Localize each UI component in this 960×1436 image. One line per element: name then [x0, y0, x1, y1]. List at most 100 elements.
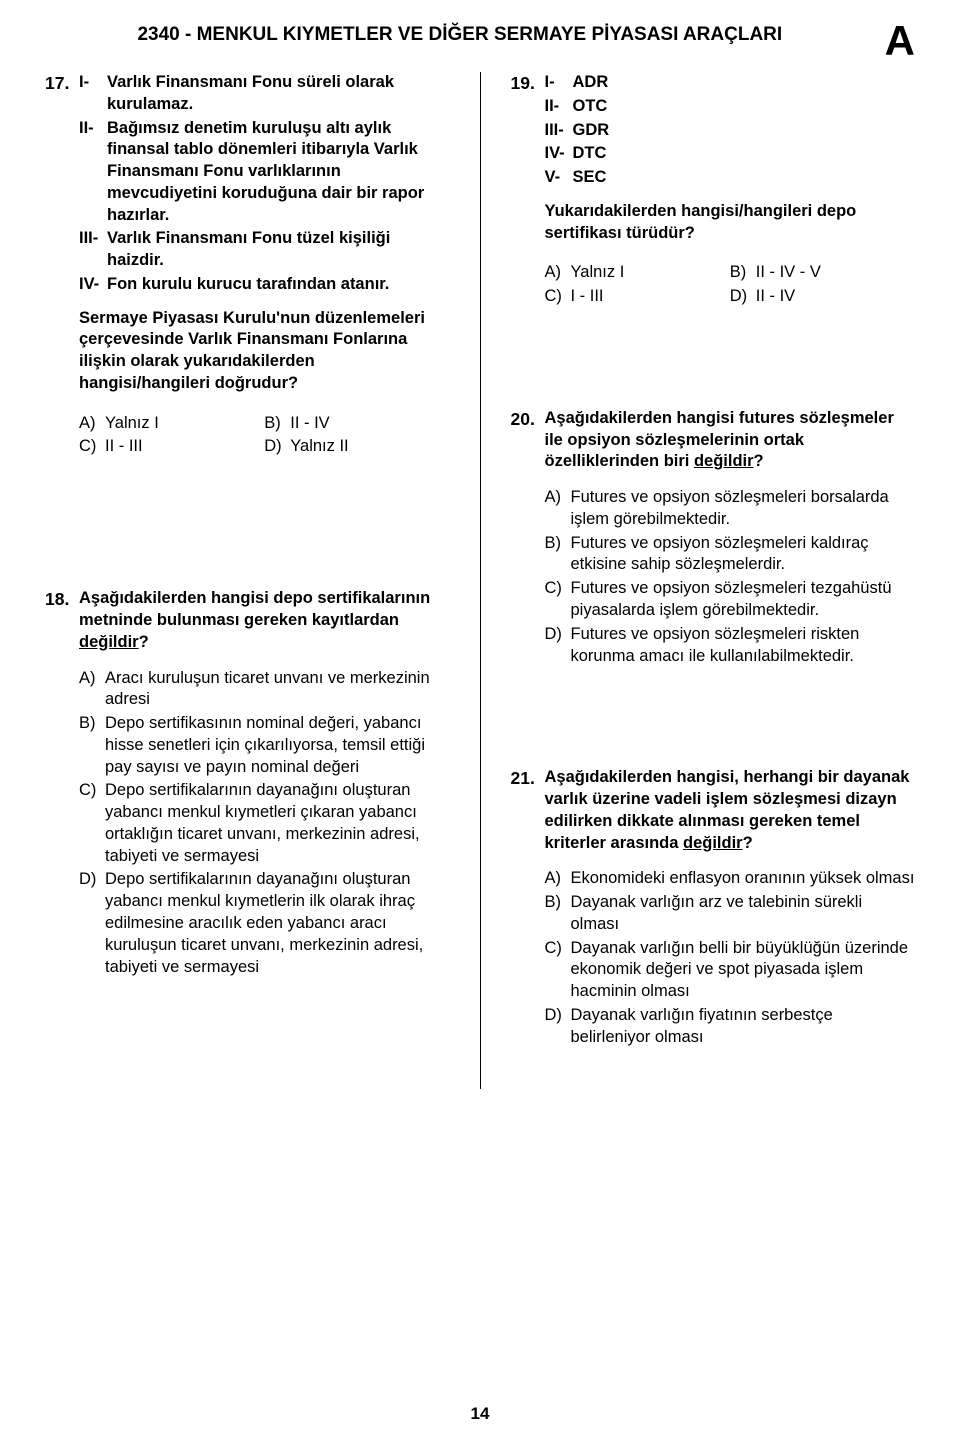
q21-prompt: Aşağıdakilerden hangisi, herhangi bir da…	[545, 767, 916, 854]
q20-od-text: Futures ve opsiyon sözleşmeleri riskten …	[571, 624, 916, 668]
q20-number: 20.	[511, 408, 545, 669]
q20-option-b: B)Futures ve opsiyon sözleşmeleri kaldır…	[545, 533, 916, 577]
q20-option-a: A)Futures ve opsiyon sözleşmeleri borsal…	[545, 487, 916, 531]
spacer	[45, 498, 450, 588]
q17-number: 17.	[45, 72, 79, 460]
q21-prompt-post: ?	[743, 834, 753, 852]
q20-ob-label: B)	[545, 533, 571, 577]
q19-s3-text: GDR	[573, 120, 916, 142]
q18-od-label: D)	[79, 869, 105, 978]
q21-option-a: A)Ekonomideki enflasyon oranının yüksek …	[545, 868, 916, 890]
q21-oc-label: C)	[545, 938, 571, 1003]
q19-option-b: B)II - IV - V	[730, 262, 915, 284]
q21-ob-text: Dayanak varlığın arz ve talebinin sürekl…	[571, 892, 916, 936]
q20-option-d: D)Futures ve opsiyon sözleşmeleri riskte…	[545, 624, 916, 668]
q17-ob-text: II - IV	[290, 413, 449, 435]
spacer	[511, 348, 916, 408]
q19-oa-label: A)	[545, 262, 571, 284]
q21-od-label: D)	[545, 1005, 571, 1049]
q21-option-c: C)Dayanak varlığın belli bir büyüklüğün …	[545, 938, 916, 1003]
q21-prompt-underline: değildir	[683, 834, 743, 852]
q19-option-c: C)I - III	[545, 286, 730, 308]
q17-oc-label: C)	[79, 436, 105, 458]
q18-prompt-pre: Aşağıdakilerden hangisi depo sertifikala…	[79, 589, 430, 629]
q17-s1-text: Varlık Finansmanı Fonu süreli olarak kur…	[107, 72, 450, 116]
q17-option-c: C) II - III	[79, 436, 264, 458]
q17-oc-text: II - III	[105, 436, 264, 458]
q18-od-text: Depo sertifikalarının dayanağını oluştur…	[105, 869, 450, 978]
q20-ob-text: Futures ve opsiyon sözleşmeleri kaldıraç…	[571, 533, 916, 577]
q17-oa-text: Yalnız I	[105, 413, 264, 435]
q18-oc-label: C)	[79, 780, 105, 867]
q19-oc-label: C)	[545, 286, 571, 308]
q19-s1-text: ADR	[573, 72, 916, 94]
q17-option-d: D) Yalnız II	[264, 436, 449, 458]
q21-oa-label: A)	[545, 868, 571, 890]
q19-s1-label: I-	[545, 72, 573, 94]
q18-oc-text: Depo sertifikalarının dayanağını oluştur…	[105, 780, 450, 867]
q20-prompt-post: ?	[754, 452, 764, 470]
q18-option-a: A) Aracı kuruluşun ticaret unvanı ve mer…	[79, 668, 450, 712]
q17-od-label: D)	[264, 436, 290, 458]
q18-oa-label: A)	[79, 668, 105, 712]
q17-option-a: A) Yalnız I	[79, 413, 264, 435]
q17-s2-label: II-	[79, 118, 107, 227]
q19-od-label: D)	[730, 286, 756, 308]
q17-s4-label: IV-	[79, 274, 107, 296]
q20-od-label: D)	[545, 624, 571, 668]
q19-option-d: D)II - IV	[730, 286, 915, 308]
q20-oc-text: Futures ve opsiyon sözleşmeleri tezgahüs…	[571, 578, 916, 622]
q21-oc-text: Dayanak varlığın belli bir büyüklüğün üz…	[571, 938, 916, 1003]
q19-ob-text: II - IV - V	[756, 262, 915, 284]
q18-prompt-post: ?	[139, 633, 149, 651]
q21-oa-text: Ekonomideki enflasyon oranının yüksek ol…	[571, 868, 916, 890]
q20-prompt-underline: değildir	[694, 452, 754, 470]
q18-option-c: C) Depo sertifikalarının dayanağını oluş…	[79, 780, 450, 867]
q17-option-b: B) II - IV	[264, 413, 449, 435]
q19-s2-label: II-	[545, 96, 573, 118]
q19-s2-text: OTC	[573, 96, 916, 118]
question-19: 19. I-ADR II-OTC III-GDR IV-DTC V-SEC Yu…	[511, 72, 916, 310]
q17-s4-text: Fon kurulu kurucu tarafından atanır.	[107, 274, 450, 296]
q20-oa-text: Futures ve opsiyon sözleşmeleri borsalar…	[571, 487, 916, 531]
question-18: 18. Aşağıdakilerden hangisi depo sertifi…	[45, 588, 450, 980]
q18-number: 18.	[45, 588, 79, 980]
q17-prompt: Sermaye Piyasası Kurulu'nun düzenlemeler…	[79, 308, 450, 395]
q19-s3-label: III-	[545, 120, 573, 142]
question-17: 17. I- Varlık Finansmanı Fonu süreli ola…	[45, 72, 450, 460]
header-title: 2340 - MENKUL KIYMETLER VE DİĞER SERMAYE…	[45, 20, 875, 46]
q19-option-a: A)Yalnız I	[545, 262, 730, 284]
content-columns: 17. I- Varlık Finansmanı Fonu süreli ola…	[45, 72, 915, 1089]
q19-od-text: II - IV	[756, 286, 915, 308]
q21-od-text: Dayanak varlığın fiyatının serbestçe bel…	[571, 1005, 916, 1049]
q17-oa-label: A)	[79, 413, 105, 435]
q18-oa-text: Aracı kuruluşun ticaret unvanı ve merkez…	[105, 668, 450, 712]
q17-ob-label: B)	[264, 413, 290, 435]
q19-prompt: Yukarıdakilerden hangisi/hangileri depo …	[545, 201, 916, 245]
booklet-letter: A	[885, 20, 915, 62]
q20-prompt: Aşağıdakilerden hangisi futures sözleşme…	[545, 408, 916, 473]
q21-option-d: D)Dayanak varlığın fiyatının serbestçe b…	[545, 1005, 916, 1049]
q18-ob-text: Depo sertifikasının nominal değeri, yaba…	[105, 713, 450, 778]
q17-s3-label: III-	[79, 228, 107, 272]
q19-ob-label: B)	[730, 262, 756, 284]
q18-option-d: D) Depo sertifikalarının dayanağını oluş…	[79, 869, 450, 978]
q18-prompt: Aşağıdakilerden hangisi depo sertifikala…	[79, 588, 450, 653]
q19-s5-text: SEC	[573, 167, 916, 189]
q20-option-c: C)Futures ve opsiyon sözleşmeleri tezgah…	[545, 578, 916, 622]
q18-ob-label: B)	[79, 713, 105, 778]
q17-od-text: Yalnız II	[290, 436, 449, 458]
left-column: 17. I- Varlık Finansmanı Fonu süreli ola…	[45, 72, 450, 1089]
q21-option-b: B)Dayanak varlığın arz ve talebinin süre…	[545, 892, 916, 936]
q19-oc-text: I - III	[571, 286, 730, 308]
spacer	[511, 707, 916, 767]
q20-oa-label: A)	[545, 487, 571, 531]
q21-number: 21.	[511, 767, 545, 1050]
column-divider	[480, 72, 481, 1089]
page-number: 14	[471, 1404, 490, 1424]
q19-s4-label: IV-	[545, 143, 573, 165]
q19-s5-label: V-	[545, 167, 573, 189]
q17-s3-text: Varlık Finansmanı Fonu tüzel kişiliği ha…	[107, 228, 450, 272]
q17-s2-text: Bağımsız denetim kuruluşu altı aylık fin…	[107, 118, 450, 227]
q19-oa-text: Yalnız I	[571, 262, 730, 284]
